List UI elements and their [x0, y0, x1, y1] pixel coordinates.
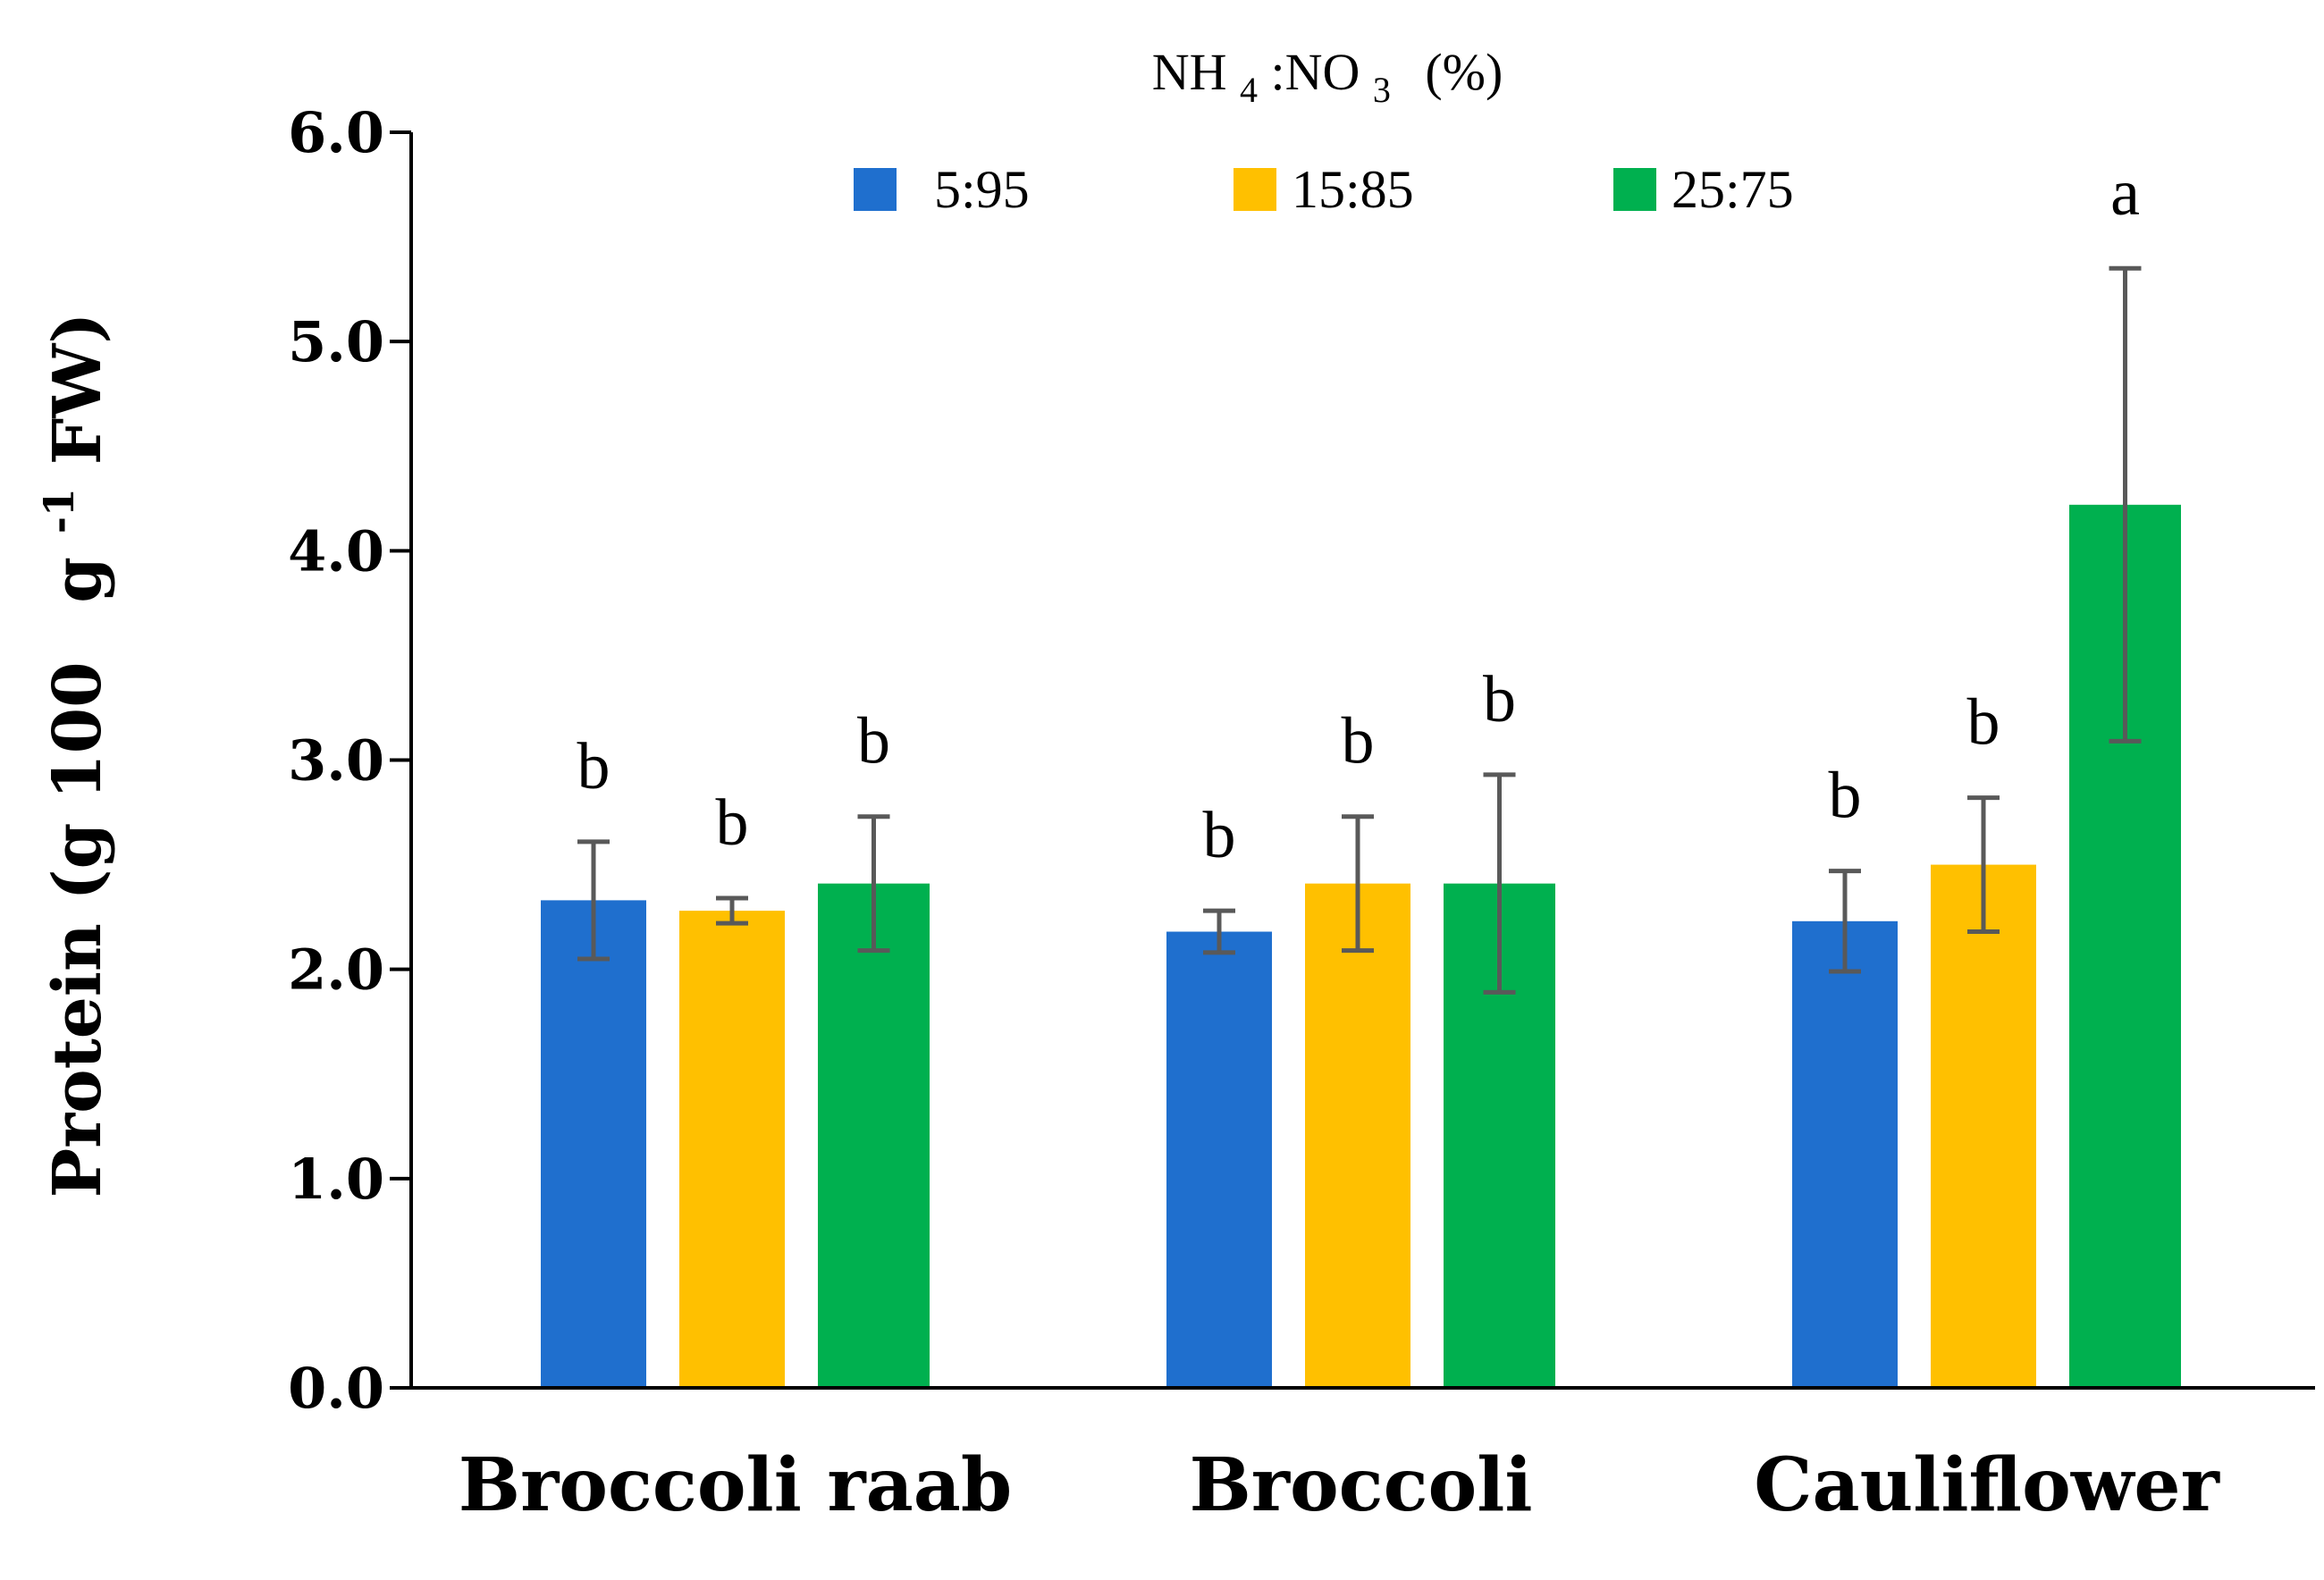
- y-axis-label-main: Protein (g 100: [39, 661, 116, 1198]
- y-tick-label: 5.0: [288, 309, 384, 374]
- legend-title-nh: NH: [1152, 43, 1227, 101]
- y-axis-label-unit: FW): [39, 313, 116, 466]
- x-category-label: Broccoli raab: [459, 1442, 1012, 1528]
- significance-letters-group: b b b b b b b b a: [577, 156, 2140, 872]
- legend-title-no: :NO: [1270, 43, 1360, 101]
- significance-letter: b: [1483, 663, 1516, 736]
- y-tick-label: 1.0: [288, 1147, 384, 1212]
- bar-5-95-broccoli: [1166, 931, 1272, 1388]
- bar-15-85-broccoli: [1305, 883, 1410, 1388]
- y-tick-label: 0.0: [288, 1356, 384, 1421]
- significance-letter: b: [716, 786, 749, 860]
- y-tick-label: 2.0: [288, 937, 384, 1003]
- bar-15-85-cauliflower: [1931, 864, 2036, 1388]
- x-category-labels-group: Broccoli raab Broccoli Cauliflower: [459, 1442, 2221, 1528]
- legend-title-sub3: 3: [1373, 70, 1391, 110]
- legend-label-25-75: 25:75: [1671, 160, 1794, 219]
- y-tick-label: 4.0: [288, 518, 384, 584]
- x-category-label: Cauliflower: [1754, 1442, 2220, 1528]
- legend-swatch-15-85: [1234, 168, 1276, 211]
- y-axis-label-g: g: [39, 557, 116, 603]
- significance-letter: b: [1829, 760, 1862, 833]
- significance-letter: b: [1342, 705, 1375, 778]
- error-bars-group: [577, 265, 2142, 995]
- legend-label-15-85: 15:85: [1292, 160, 1414, 219]
- significance-letter: b: [1967, 686, 2000, 760]
- bar-15-85-broccoli-raab: [679, 911, 785, 1388]
- x-category-label: Broccoli: [1189, 1442, 1532, 1528]
- significance-letter: b: [1203, 799, 1236, 872]
- significance-letter: b: [857, 705, 890, 778]
- y-tick-label: 6.0: [288, 100, 384, 165]
- bar-5-95-broccoli-raab: [541, 900, 646, 1388]
- significance-letter: a: [2110, 156, 2140, 230]
- bars-group: [541, 504, 2181, 1388]
- bar-5-95-cauliflower: [1792, 920, 1898, 1388]
- y-tick-label: 3.0: [288, 728, 384, 794]
- legend: 5:95 15:85 25:75: [854, 160, 1794, 219]
- legend-label-5-95: 5:95: [934, 160, 1030, 219]
- y-axis-label: Protein (g 100 g -1 FW): [13, 313, 116, 1198]
- legend-swatch-5-95: [854, 168, 897, 211]
- bar-25-75-broccoli-raab: [818, 883, 930, 1388]
- legend-title-pct: (%): [1425, 43, 1503, 101]
- legend-title: NH 4 :NO 3 (%): [1152, 43, 1503, 113]
- legend-swatch-25-75: [1613, 168, 1656, 211]
- significance-letter: b: [577, 730, 610, 803]
- y-axis-label-sup: -1: [35, 488, 83, 534]
- legend-title-sub4: 4: [1240, 70, 1258, 110]
- y-ticks-group: 0.0 1.0 2.0 3.0 4.0 5.0 6.0: [288, 100, 411, 1421]
